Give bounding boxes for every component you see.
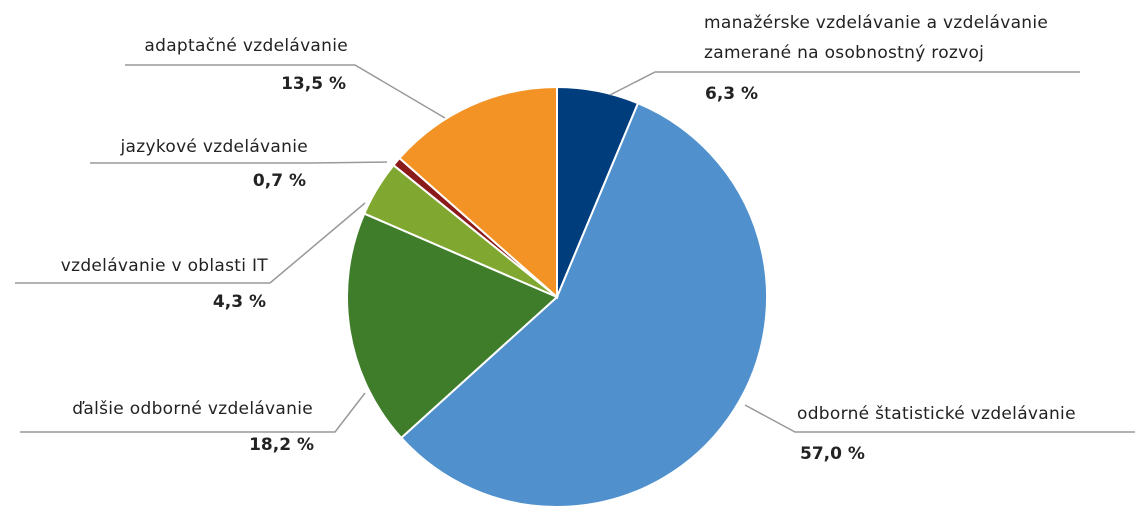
leader-line — [609, 71, 1080, 96]
slice-label: ďalšie odborné vzdelávanie — [72, 399, 313, 419]
leader-line — [15, 202, 366, 284]
leader-line — [90, 161, 388, 164]
value-label: 4,3 % — [212, 292, 266, 312]
leader-line — [20, 392, 366, 433]
leader-line — [125, 64, 446, 119]
slice-label: adaptačné vzdelávanie — [144, 36, 348, 56]
value-label: 18,2 % — [249, 435, 314, 455]
slice-label: jazykové vzdelávanie — [120, 137, 308, 157]
slice-label: odborné štatistické vzdelávanie — [797, 404, 1076, 424]
value-label: 57,0 % — [800, 444, 865, 464]
slice-label: vzdelávanie v oblasti IT — [60, 256, 268, 276]
pie-slice — [398, 85, 558, 300]
pie-slice — [399, 101, 768, 507]
pie-slice — [346, 212, 559, 440]
leader-line — [744, 404, 1135, 433]
value-label: 13,5 % — [281, 74, 346, 94]
slice-label: manažérske vzdelávanie a vzdelávanie zam… — [704, 13, 1049, 63]
value-label: 6,3 % — [705, 84, 759, 104]
value-label: 0,7 % — [252, 171, 306, 191]
